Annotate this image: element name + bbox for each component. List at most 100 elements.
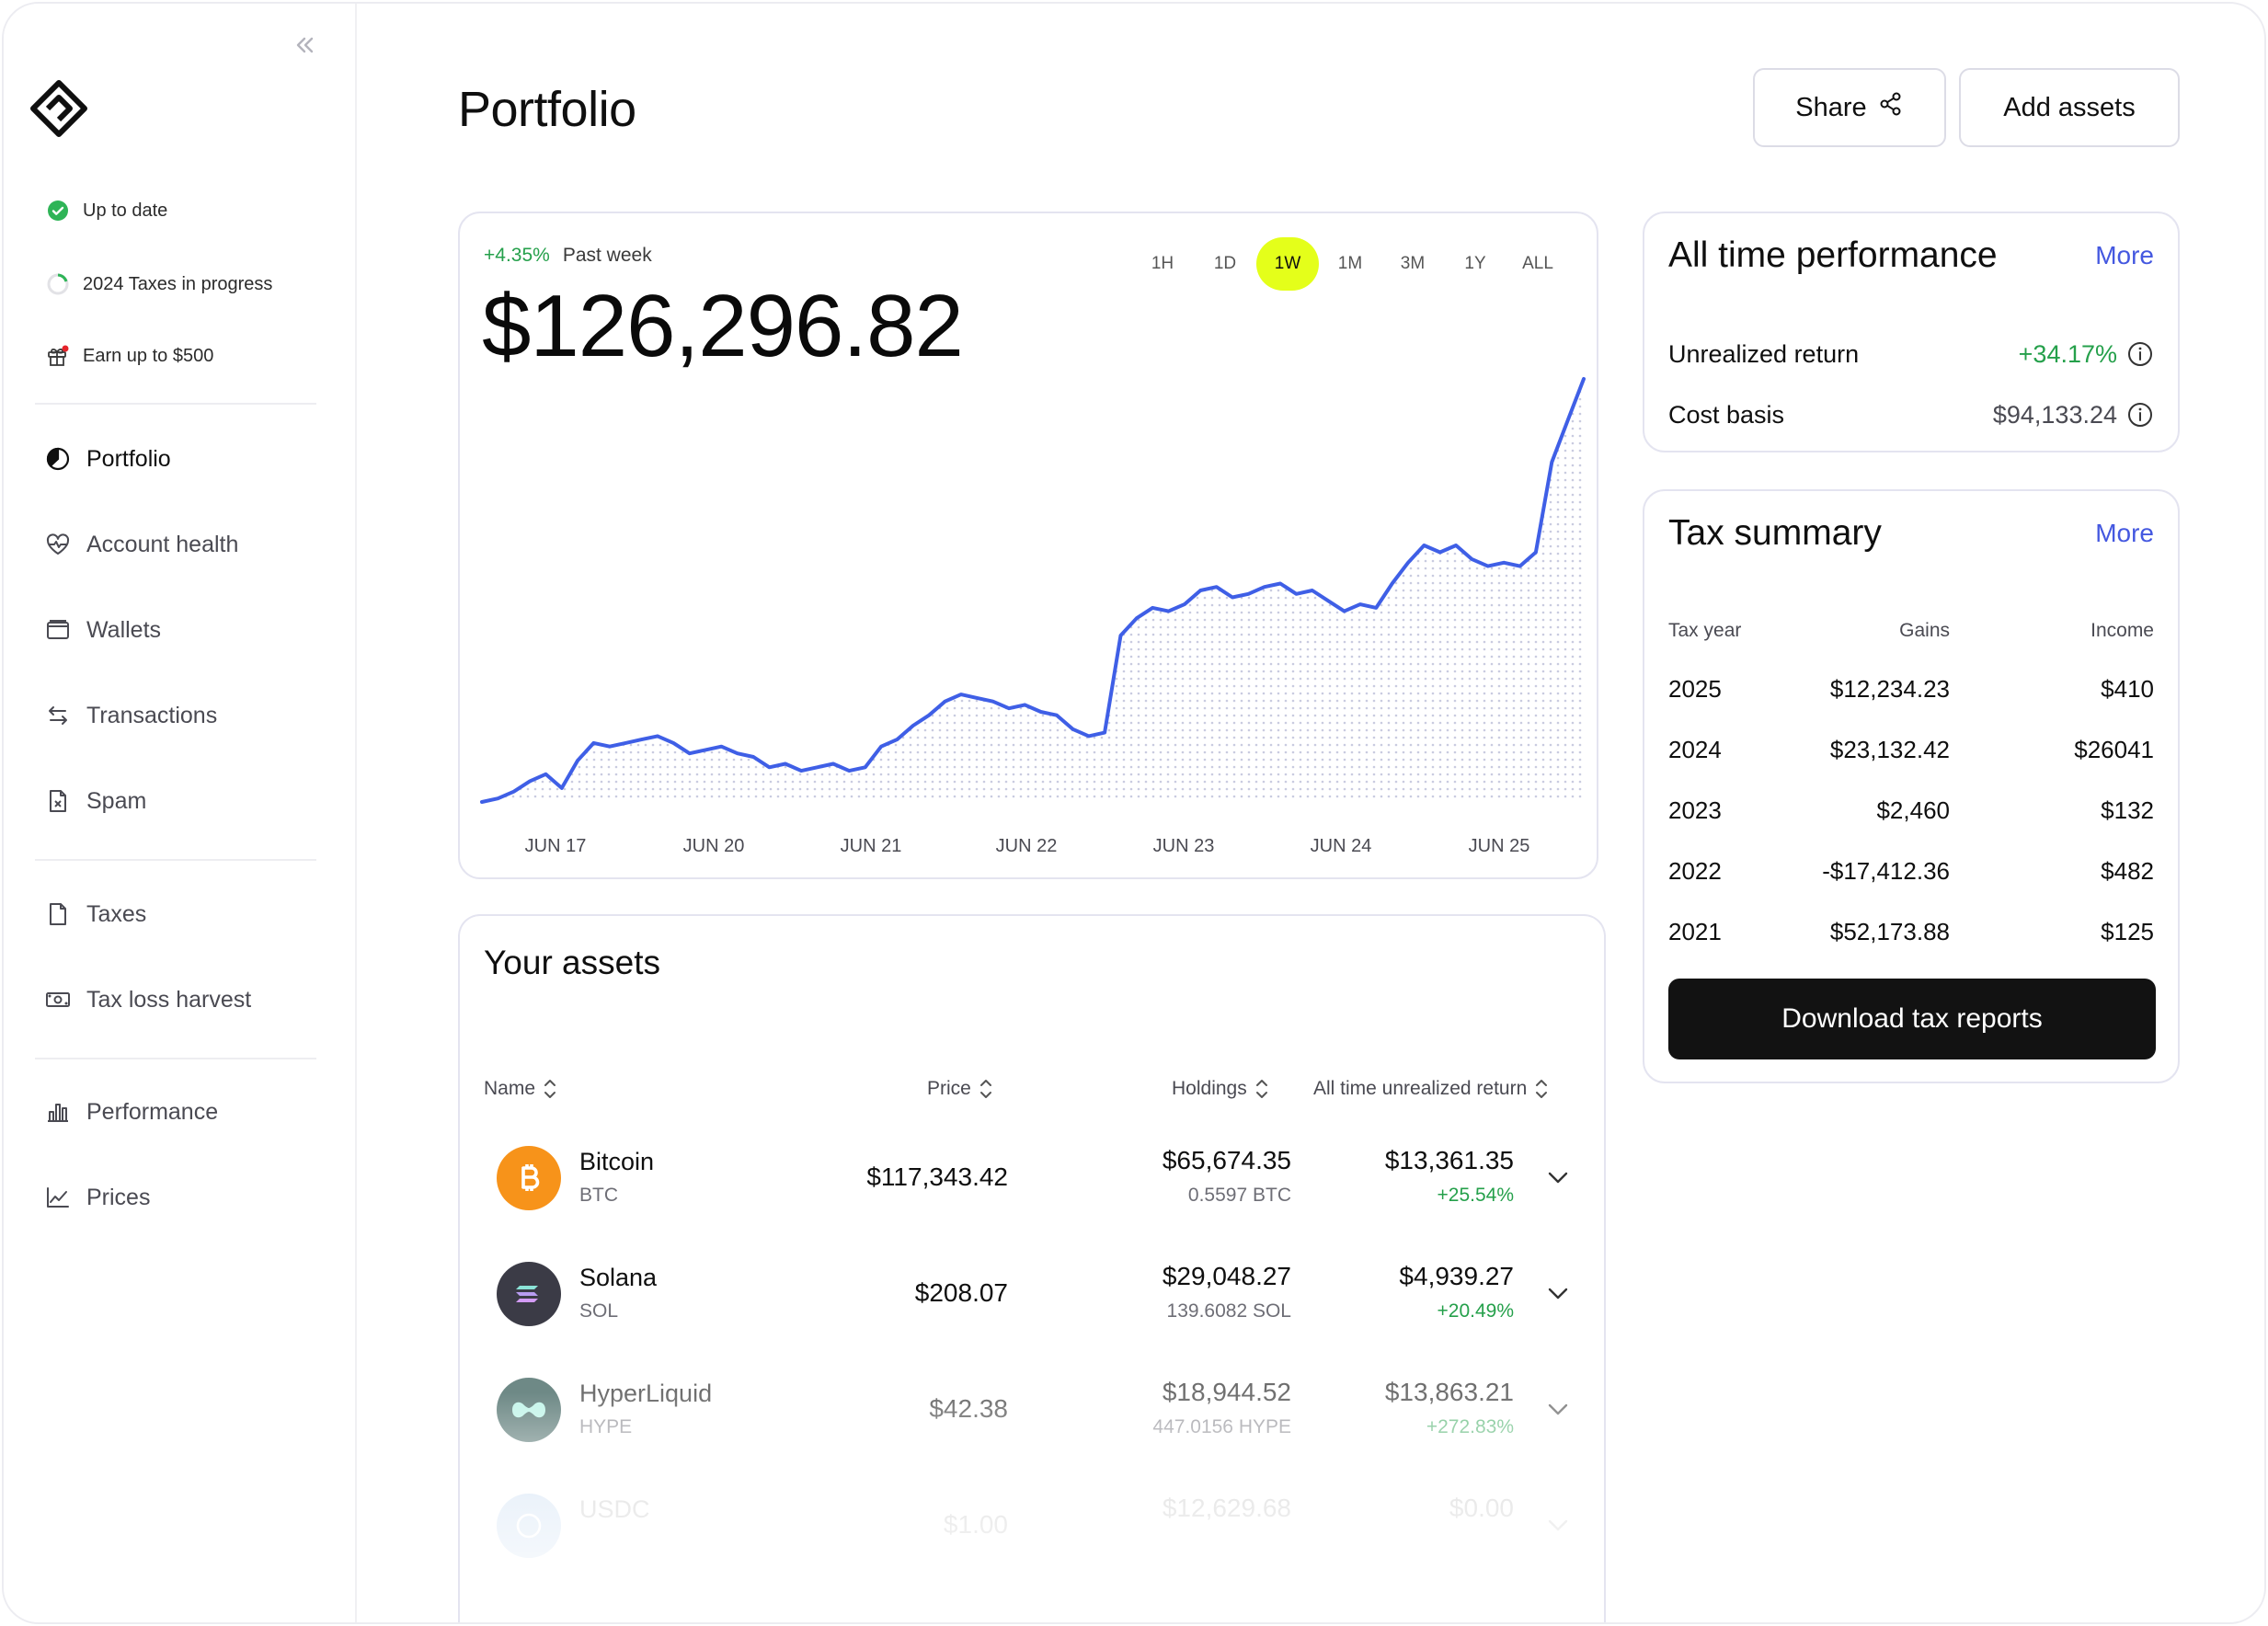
sidebar-divider [35, 1058, 316, 1059]
sidebar-item-spam[interactable]: Spam [44, 787, 146, 815]
download-tax-reports-button[interactable]: Download tax reports [1668, 979, 2156, 1059]
x-tick-label: JUN 17 [525, 836, 587, 856]
tax-year-cell: 2025 [1668, 675, 1722, 703]
cost-basis-value: $94,133.24 [1992, 401, 2117, 429]
page-title: Portfolio [458, 82, 636, 137]
chart-series-line [480, 377, 1586, 804]
range-3m[interactable]: 3M [1400, 254, 1426, 273]
column-header-return[interactable]: All time unrealized return [1313, 1076, 1549, 1102]
chevron-down-icon[interactable] [1545, 1164, 1571, 1190]
range-selector: 1H 1D 1W 1M 3M 1Y ALL [1131, 237, 1569, 291]
chevron-down-icon[interactable] [1545, 1512, 1571, 1538]
tax-more-link[interactable]: More [2095, 519, 2154, 547]
sidebar-item-label: Transactions [86, 702, 218, 728]
sidebar-item-account-health[interactable]: Account health [44, 531, 238, 558]
asset-holdings: $18,944.52 [1162, 1378, 1291, 1406]
range-1h[interactable]: 1H [1151, 254, 1174, 273]
column-label: Holdings [1172, 1078, 1247, 1099]
tax-income-cell: $482 [2101, 857, 2154, 885]
banknote-icon [44, 986, 72, 1013]
column-label: All time unrealized return [1313, 1078, 1528, 1099]
heart-pulse-icon [44, 531, 72, 558]
tax-gains-cell: -$17,412.36 [1822, 857, 1950, 885]
asset-return-percent: +25.54% [1437, 1185, 1515, 1206]
asset-row-solana[interactable]: Solana SOL $208.07 $29,048.27 139.6082 S… [460, 1242, 1608, 1357]
bitcoin-icon [497, 1146, 561, 1210]
column-header-price[interactable]: Price [927, 1076, 993, 1102]
asset-row-usdc[interactable]: USDC $1.00 $12,629.68 $0.00 [460, 1473, 1608, 1589]
sidebar-item-performance[interactable]: Performance [44, 1098, 218, 1126]
sidebar: Up to date 2024 Taxes in progress Earn u… [4, 4, 357, 1622]
column-header-holdings[interactable]: Holdings [1172, 1076, 1269, 1102]
tax-income-cell: $26041 [2074, 736, 2154, 763]
asset-name: Bitcoin [579, 1148, 655, 1175]
asset-holdings-amount: 0.5597 BTC [1187, 1185, 1291, 1206]
status-label: 2024 Taxes in progress [83, 273, 273, 294]
progress-ring-icon [46, 272, 70, 296]
sidebar-divider [35, 403, 316, 405]
info-icon[interactable] [2126, 340, 2154, 368]
info-icon[interactable] [2126, 401, 2154, 429]
sort-icon [544, 1080, 556, 1098]
change-percent: +4.35% [484, 245, 550, 266]
asset-name: HyperLiquid [579, 1380, 713, 1407]
asset-row-hyperliquid[interactable]: HyperLiquid HYPE $42.38 $18,944.52 447.0… [460, 1357, 1608, 1473]
usdc-icon [497, 1494, 561, 1558]
all-time-performance-card: All time performance More Unrealized ret… [1643, 212, 2180, 452]
wallet-icon [44, 616, 72, 644]
portfolio-line-chart[interactable]: JUN 17 JUN 20 JUN 21 JUN 22 JUN 23 JUN 24 JUN … [460, 213, 1597, 877]
range-1w[interactable]: 1W [1256, 237, 1319, 291]
range-1m[interactable]: 1M [1337, 254, 1363, 273]
check-circle-icon [46, 199, 70, 223]
sort-icon [1255, 1080, 1267, 1098]
chevron-down-icon[interactable] [1545, 1280, 1571, 1306]
sidebar-item-wallets[interactable]: Wallets [44, 616, 161, 644]
double-chevron-left-icon[interactable] [291, 31, 318, 59]
sidebar-item-portfolio[interactable]: Portfolio [44, 445, 171, 473]
sort-icon [1536, 1080, 1548, 1098]
column-header-name[interactable]: Name [484, 1076, 557, 1102]
chevron-down-icon[interactable] [1545, 1396, 1571, 1422]
sidebar-item-label: Performance [86, 1098, 219, 1125]
pie-chart-icon [44, 445, 72, 473]
tax-header-gains: Gains [1899, 620, 1950, 641]
app-logo-icon[interactable] [29, 79, 88, 138]
tax-year-cell: 2023 [1668, 796, 1722, 824]
sidebar-item-label: Account health [86, 531, 239, 557]
asset-return-percent: +20.49% [1437, 1300, 1515, 1322]
column-label: Price [927, 1078, 971, 1099]
asset-name: USDC [579, 1495, 650, 1523]
status-label: Up to date [83, 200, 168, 221]
chart-area-fill [482, 379, 1584, 802]
performance-more-link[interactable]: More [2095, 241, 2154, 269]
sidebar-item-tax-loss-harvest[interactable]: Tax loss harvest [44, 986, 251, 1013]
portfolio-value: $126,296.82 [482, 277, 964, 375]
range-1y[interactable]: 1Y [1464, 254, 1486, 273]
assets-title: Your assets [484, 944, 660, 981]
tax-gains-cell: $23,132.42 [1829, 736, 1950, 763]
sidebar-item-transactions[interactable]: Transactions [44, 702, 217, 729]
asset-row-bitcoin[interactable]: Bitcoin BTC $117,343.42 $65,674.35 0.559… [460, 1126, 1608, 1242]
status-taxes-progress[interactable]: 2024 Taxes in progress [46, 272, 272, 296]
tax-header-income: Income [2090, 620, 2154, 641]
line-chart-icon [44, 1184, 72, 1211]
range-1d[interactable]: 1D [1213, 254, 1237, 273]
sidebar-item-prices[interactable]: Prices [44, 1184, 150, 1211]
tax-gains-cell: $12,234.23 [1829, 675, 1950, 703]
range-all[interactable]: ALL [1522, 254, 1553, 273]
add-assets-button[interactable]: Add assets [1959, 68, 2180, 147]
share-button[interactable]: Share [1753, 68, 1946, 147]
status-earn[interactable]: Earn up to $500 [46, 344, 213, 368]
tax-gains-cell: $52,173.88 [1829, 918, 1950, 945]
asset-holdings-amount: 139.6082 SOL [1166, 1300, 1291, 1322]
sidebar-item-taxes[interactable]: Taxes [44, 900, 146, 928]
asset-return: $13,863.21 [1384, 1378, 1514, 1406]
tax-year-cell: 2024 [1668, 736, 1722, 763]
sidebar-divider [35, 859, 316, 861]
asset-return: $13,361.35 [1384, 1146, 1514, 1174]
sidebar-item-label: Portfolio [86, 445, 171, 472]
share-icon [1878, 91, 1904, 124]
asset-return: $4,939.27 [1399, 1262, 1514, 1290]
performance-title: All time performance [1668, 235, 1998, 275]
tax-gains-cell: $2,460 [1876, 796, 1950, 824]
